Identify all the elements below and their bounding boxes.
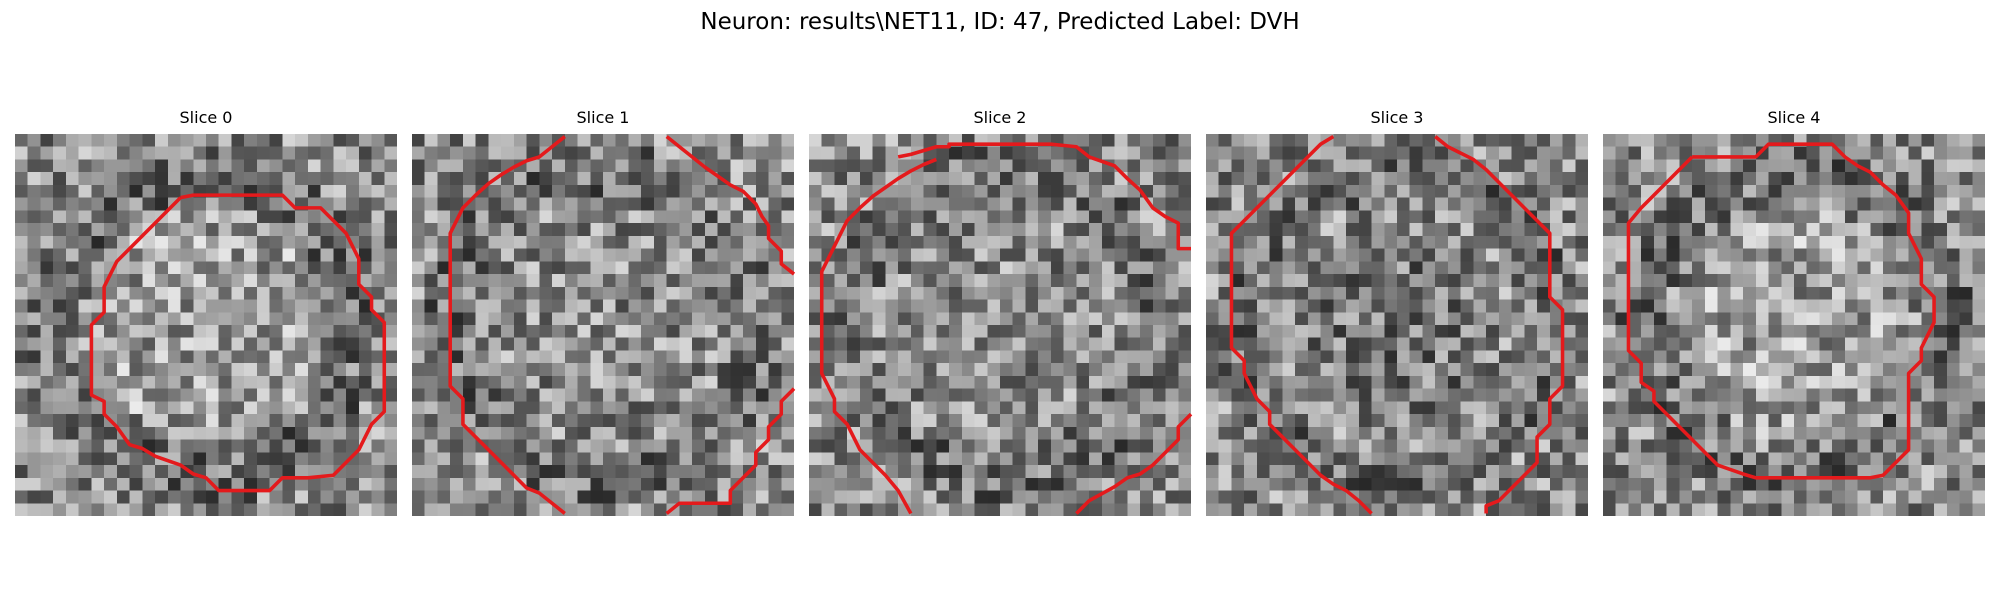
- figure-title: Neuron: results\NET11, ID: 47, Predicted…: [700, 9, 1300, 35]
- slice-0-image: [15, 134, 397, 516]
- slice-3-image: [1206, 134, 1588, 516]
- slice-3-contour: [1229, 135, 1565, 515]
- slice-1-image: [412, 134, 794, 516]
- slice-2-panel: Slice 2: [809, 108, 1193, 528]
- slice-3-panel: Slice 3: [1206, 108, 1588, 528]
- slice-4-panel: Slice 4: [1603, 108, 1985, 528]
- slice-3-title: Slice 3: [1370, 108, 1424, 127]
- slice-1-title: Slice 1: [576, 108, 630, 127]
- slice-4-contour: [1626, 142, 1936, 480]
- slice-1-contour: [448, 135, 796, 515]
- slice-0-title: Slice 0: [179, 108, 233, 127]
- slice-2-contour: [819, 142, 1193, 515]
- slice-4-title: Slice 4: [1767, 108, 1821, 127]
- slice-0-contour: [89, 193, 387, 493]
- slice-1-panel: Slice 1: [412, 108, 796, 528]
- slice-0-panel: Slice 0: [15, 108, 397, 528]
- slice-2-title: Slice 2: [973, 108, 1027, 127]
- slice-4-image: [1603, 134, 1985, 516]
